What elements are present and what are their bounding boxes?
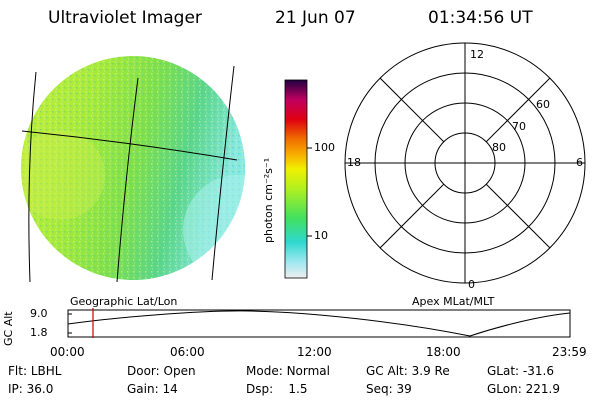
x-tick-2359: 23:59 xyxy=(552,345,587,359)
x-tick-0000: 00:00 xyxy=(50,345,85,359)
timeline-ticks xyxy=(68,313,72,334)
gc-alt-axis-label: GC Alt xyxy=(2,311,15,346)
status-flt: Flt: LBHL xyxy=(8,364,62,378)
altitude-curve xyxy=(67,310,571,337)
uv-image-disk xyxy=(21,56,245,280)
y-tick-1-8: 1.8 xyxy=(30,326,48,339)
geographic-caption: Geographic Lat/Lon xyxy=(70,295,178,308)
status-ip: IP: 36.0 xyxy=(8,382,54,396)
status-glat: GLat: -31.6 xyxy=(487,364,554,378)
color-bar-unit-label: photon cm⁻²s⁻¹ xyxy=(262,157,275,243)
status-gc-alt: GC Alt: 3.9 Re xyxy=(366,364,450,378)
color-bar-tick-100: 100 xyxy=(314,141,335,154)
lat-label-80: 80 xyxy=(492,141,506,154)
y-tick-9: 9.0 xyxy=(30,307,48,320)
status-glon: GLon: 221.9 xyxy=(487,382,560,396)
x-tick-0600: 06:00 xyxy=(170,345,205,359)
mlt-label-6: 6 xyxy=(576,156,583,169)
color-bar-ticks xyxy=(307,147,312,237)
status-seq: Seq: 39 xyxy=(366,382,412,396)
instrument-title: Ultraviolet Imager xyxy=(48,8,202,28)
lat-label-60: 60 xyxy=(536,98,550,111)
color-bar-tick-10: 10 xyxy=(314,229,328,242)
x-tick-1800: 18:00 xyxy=(426,345,461,359)
mlt-label-18: 18 xyxy=(347,156,361,169)
color-bar xyxy=(284,79,308,279)
altitude-timeline-box xyxy=(67,309,571,338)
time-label: 01:34:56 UT xyxy=(428,8,533,28)
mlt-label-12: 12 xyxy=(470,48,484,61)
status-mode: Mode: Normal xyxy=(246,364,330,378)
geographic-grid xyxy=(21,65,238,283)
status-gain: Gain: 14 xyxy=(127,382,178,396)
x-tick-1200: 12:00 xyxy=(297,345,332,359)
status-dsp: Dsp: 1.5 xyxy=(246,382,308,396)
status-door: Door: Open xyxy=(127,364,196,378)
polar-plot xyxy=(344,42,586,284)
lat-label-70: 70 xyxy=(512,120,526,133)
date-label: 21 Jun 07 xyxy=(275,8,356,28)
mlt-label-0: 0 xyxy=(468,278,475,291)
apex-caption: Apex MLat/MLT xyxy=(412,295,495,308)
